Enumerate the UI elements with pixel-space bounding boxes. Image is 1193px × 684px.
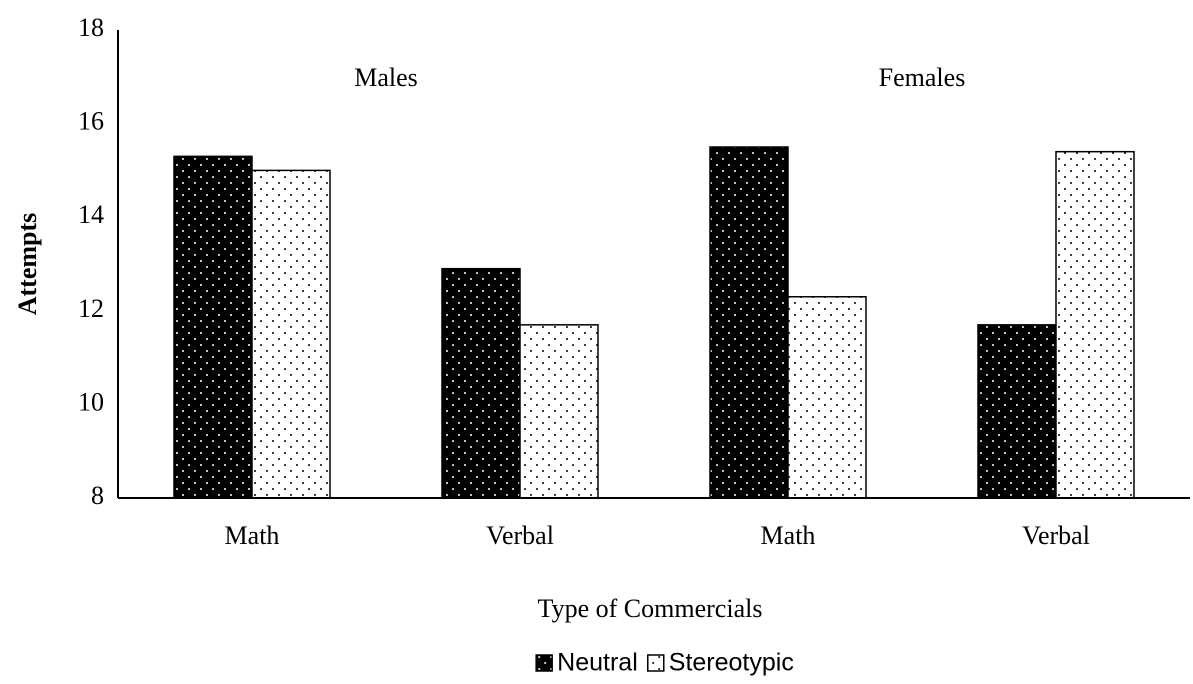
x-tick-label: Verbal xyxy=(486,521,554,550)
bar xyxy=(173,155,253,499)
y-tick-label: 16 xyxy=(78,107,104,136)
y-tick-label: 8 xyxy=(91,481,104,510)
x-axis-label: Type of Commercials xyxy=(538,594,763,623)
annotation: Males xyxy=(354,63,418,92)
y-tick-label: 14 xyxy=(78,200,104,229)
x-tick-label: Math xyxy=(225,521,280,550)
legend-label: Neutral xyxy=(557,649,638,677)
legend-label: Stereotypic xyxy=(669,649,794,677)
y-tick-label: 10 xyxy=(78,387,104,416)
annotation: Females xyxy=(879,63,966,92)
bar xyxy=(977,324,1057,499)
x-tick-label: Math xyxy=(761,521,816,550)
bar xyxy=(441,267,521,499)
bar xyxy=(709,146,789,499)
legend-swatch xyxy=(647,654,665,672)
bar xyxy=(251,169,331,499)
legend: Neutral Stereotypic xyxy=(535,649,794,677)
y-tick-label: 12 xyxy=(78,294,104,323)
y-axis-label: Attempts xyxy=(13,213,42,316)
y-tick-label: 18 xyxy=(78,13,104,42)
bar xyxy=(519,324,599,499)
bar xyxy=(787,296,867,499)
x-tick-label: Verbal xyxy=(1022,521,1090,550)
legend-swatch xyxy=(535,654,553,672)
bar xyxy=(1055,150,1135,499)
